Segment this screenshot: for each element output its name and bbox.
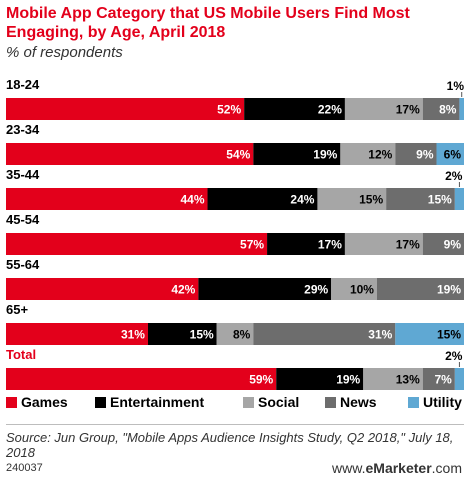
legend-swatch [408, 397, 419, 408]
data-label: 7% [434, 373, 452, 387]
legend-swatch [325, 397, 336, 408]
data-label: 8% [439, 103, 457, 117]
bar-segment [253, 323, 396, 345]
legend-label: News [340, 394, 377, 410]
legend-label: Games [21, 394, 68, 410]
bar-segment [459, 98, 464, 120]
data-label: 44% [180, 193, 204, 207]
data-label: 13% [396, 373, 420, 387]
legend-swatch [6, 397, 17, 408]
brand-prefix: www. [332, 460, 366, 476]
bar-segment [6, 278, 199, 300]
bar-segment [6, 143, 254, 165]
legend-label: Utility [423, 394, 462, 410]
data-label: 29% [304, 283, 328, 297]
bar-segment [6, 98, 245, 120]
category-label: 55-64 [6, 257, 40, 272]
data-label: 15% [428, 193, 452, 207]
bar-segment [386, 188, 455, 210]
bar-segment [6, 188, 208, 210]
data-label: 57% [240, 238, 264, 252]
data-label: 52% [217, 103, 241, 117]
bar-segment [395, 323, 464, 345]
bar-segment [344, 98, 423, 120]
legend-label: Entertainment [110, 394, 204, 410]
bar-segment [317, 188, 387, 210]
chart-title: Mobile App Category that US Mobile Users… [6, 5, 410, 41]
bar-segment [244, 98, 345, 120]
bar-segment [436, 143, 464, 165]
data-label: 12% [368, 148, 392, 162]
data-label: 31% [368, 328, 392, 342]
bar-segment [454, 368, 464, 390]
data-label: 54% [226, 148, 250, 162]
data-label: 6% [444, 148, 462, 162]
chart-subtitle: % of respondents [6, 44, 123, 61]
data-label: 9% [444, 238, 462, 252]
data-label: 10% [350, 283, 374, 297]
data-label: 15% [190, 328, 214, 342]
bar-segment [376, 278, 464, 300]
data-label: 8% [233, 328, 251, 342]
data-label: 19% [313, 148, 337, 162]
bar-segment [344, 233, 423, 255]
data-label: 2% [445, 349, 463, 363]
data-label: 42% [171, 283, 195, 297]
bar-segment [147, 323, 217, 345]
bar-segment [207, 188, 318, 210]
bar-segment [422, 98, 460, 120]
brand-suffix: .com [431, 460, 462, 476]
stacked-bar-chart: 18-24 52% 22% 17% 8% 1% 23-34 54% 19% 12% 9% 6% 35-4… [6, 77, 465, 410]
source-divider [6, 424, 464, 425]
bar-segment [6, 233, 268, 255]
data-label: 15% [437, 328, 461, 342]
data-label: 17% [318, 238, 342, 252]
category-label: 23-34 [6, 122, 40, 137]
data-label: 24% [290, 193, 314, 207]
brand-logo: www.eMarketer.com [332, 460, 462, 476]
bar-segment [198, 278, 332, 300]
data-label: 2% [445, 169, 463, 183]
brand-name: eMarketer [365, 460, 432, 476]
legend-swatch [243, 397, 254, 408]
category-label: 45-54 [6, 212, 40, 227]
data-label: 22% [318, 103, 342, 117]
bar-segment [6, 368, 277, 390]
bar-segment [267, 233, 345, 255]
data-label: 59% [249, 373, 273, 387]
bar-segment [340, 143, 396, 165]
bar-segment [422, 233, 464, 255]
bar-segment [216, 323, 254, 345]
bar-segment [454, 188, 464, 210]
category-label: Total [6, 347, 36, 362]
bar-segment [276, 368, 364, 390]
category-label: 18-24 [6, 77, 40, 92]
bar-segment [395, 143, 437, 165]
legend-swatch [95, 397, 106, 408]
data-label: 17% [396, 238, 420, 252]
data-label: 1% [447, 79, 465, 93]
data-label: 19% [336, 373, 360, 387]
bar-segment [331, 278, 377, 300]
source-note: Source: Jun Group, "Mobile Apps Audience… [6, 430, 454, 460]
bar-segment [6, 323, 148, 345]
bar-segment [253, 143, 341, 165]
category-label: 35-44 [6, 167, 40, 182]
data-label: 19% [437, 283, 461, 297]
bar-segment [363, 368, 423, 390]
legend-label: Social [258, 394, 299, 410]
data-label: 15% [359, 193, 383, 207]
data-label: 17% [396, 103, 420, 117]
chart-id: 240037 [6, 462, 43, 474]
data-label: 31% [121, 328, 145, 342]
data-label: 9% [416, 148, 434, 162]
category-label: 65+ [6, 302, 28, 317]
bar-segment [422, 368, 455, 390]
